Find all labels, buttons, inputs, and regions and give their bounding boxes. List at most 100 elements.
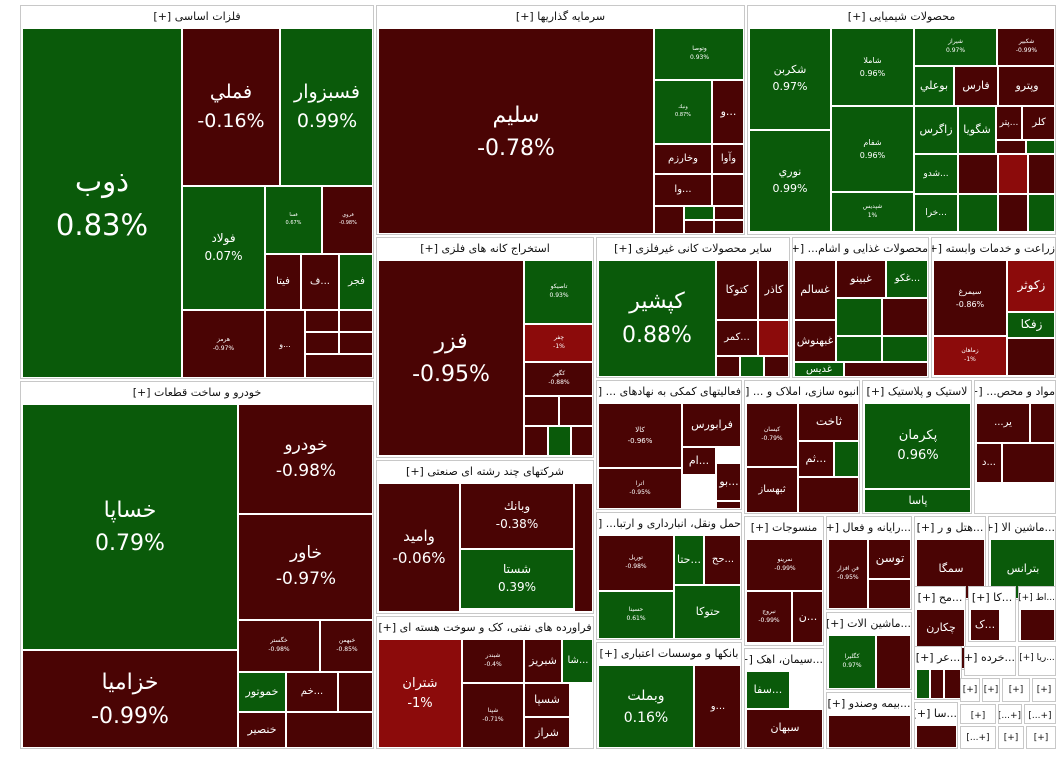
sector-header[interactable]: ...رایانه و فعال [+] (827, 521, 911, 534)
minor-stock-tile[interactable] (1028, 194, 1054, 232)
minor-stock-tile[interactable] (1007, 338, 1054, 376)
stock-tile[interactable]: و... (712, 80, 743, 144)
minor-stock-tile[interactable] (548, 426, 571, 456)
minor-stock-tile[interactable] (1002, 443, 1054, 483)
stock-tile[interactable]: كمر... (716, 320, 758, 356)
sector-header[interactable]: [+] (970, 711, 986, 721)
stock-tile[interactable]: چفر -1% (524, 324, 592, 362)
stock-tile[interactable]: كتوكا (716, 260, 758, 320)
sector-header[interactable]: [+] (983, 685, 999, 695)
sector-header[interactable]: مواد و محص... [+] (975, 385, 1055, 398)
sector-header[interactable]: [+] (1033, 733, 1049, 743)
stock-tile[interactable]: كيسان -0.79% (746, 403, 798, 467)
minor-stock-tile[interactable] (305, 332, 339, 354)
sector-header[interactable]: فلزات اساسی [+] (153, 10, 241, 23)
minor-stock-tile[interactable] (882, 336, 927, 362)
stock-tile[interactable]: كگليرا 0.97% (828, 635, 876, 688)
sector-header[interactable]: ...اط [+] (1019, 593, 1055, 603)
stock-tile[interactable]: غبهنوش (794, 320, 836, 362)
sector-header[interactable]: ...بیمه وصندو [+] (827, 697, 911, 710)
minor-stock-tile[interactable] (1026, 140, 1054, 154)
stock-tile[interactable]: واميد -0.06% (378, 483, 460, 612)
stock-tile[interactable]: شبريز (524, 639, 562, 683)
stock-tile[interactable]: توريل -0.98% (598, 535, 674, 591)
minor-stock-tile[interactable] (836, 298, 882, 336)
stock-tile[interactable]: خودرو -0.98% (238, 404, 372, 514)
minor-stock-tile[interactable] (836, 336, 882, 362)
stock-tile[interactable]: حتوكا (674, 585, 740, 638)
minor-stock-tile[interactable] (834, 441, 858, 477)
minor-stock-tile[interactable] (958, 154, 998, 194)
stock-tile[interactable]: غديس (794, 362, 844, 376)
minor-stock-tile[interactable] (654, 206, 684, 233)
sector-header[interactable]: ...ماشین الات [+] (827, 617, 911, 630)
stock-tile[interactable]: كاذر (758, 260, 788, 320)
stock-tile[interactable]: ذوب 0.83% (22, 28, 182, 377)
stock-tile[interactable]: غكو... (886, 260, 927, 298)
stock-tile[interactable]: ثاخت (798, 403, 858, 441)
stock-tile[interactable]: وپترو (998, 66, 1054, 106)
stock-tile[interactable]: خنصير (238, 712, 286, 747)
minor-stock-tile[interactable] (524, 426, 548, 456)
minor-stock-tile[interactable] (828, 715, 910, 747)
minor-stock-tile[interactable] (746, 643, 822, 644)
minor-stock-tile[interactable] (684, 206, 714, 220)
stock-tile[interactable]: خبهمن -0.85% (320, 620, 372, 672)
stock-tile[interactable]: حتا... (674, 535, 704, 585)
stock-tile[interactable]: بو... (716, 463, 740, 501)
stock-tile[interactable]: وتوصا 0.93% (654, 28, 743, 80)
stock-tile[interactable]: كلر (1022, 106, 1054, 140)
stock-tile[interactable]: كالا -0.96% (598, 403, 682, 468)
stock-tile[interactable]: وخارزم (654, 144, 712, 174)
sector-header[interactable]: ...ريا [+] (1019, 653, 1055, 663)
sector-header[interactable]: ...ماشین الا [+] (989, 521, 1055, 534)
stock-tile[interactable]: شتران -1% (378, 639, 462, 747)
minor-stock-tile[interactable] (286, 712, 372, 747)
minor-stock-tile[interactable] (844, 362, 927, 376)
stock-tile[interactable]: زفكا (1007, 312, 1054, 338)
stock-tile[interactable]: ...ير (976, 403, 1030, 443)
sector-header[interactable]: فعالیتهای کمکی به نهادهای ... [+] (597, 385, 741, 398)
sector-header[interactable]: ...خرده [+] (965, 651, 1015, 664)
stock-tile[interactable]: نمرينو -0.99% (746, 539, 822, 591)
stock-tile[interactable]: كگهر -0.88% (524, 362, 592, 396)
stock-tile[interactable]: ثبهساز (746, 467, 798, 512)
stock-tile[interactable]: شاملا 0.96% (831, 28, 914, 106)
stock-tile[interactable]: نبروج -0.99% (746, 591, 792, 643)
minor-stock-tile[interactable] (339, 310, 372, 332)
minor-stock-tile[interactable] (882, 298, 927, 336)
minor-stock-tile[interactable] (876, 635, 910, 688)
sector-header[interactable]: [+] (1036, 685, 1052, 695)
minor-stock-tile[interactable] (305, 354, 372, 377)
sector-header[interactable]: [+] (962, 685, 978, 695)
stock-tile[interactable]: سبهان (746, 709, 822, 747)
minor-stock-tile[interactable] (758, 320, 788, 356)
minor-stock-tile[interactable] (714, 206, 743, 220)
stock-tile[interactable]: فروي -0.98% (322, 186, 372, 254)
sector-header[interactable]: ...كا [+] (971, 591, 1013, 604)
stock-tile[interactable]: حح... (704, 535, 740, 585)
stock-tile[interactable]: سيمرغ -0.86% (933, 260, 1007, 336)
minor-stock-tile[interactable] (571, 426, 592, 456)
sector-header[interactable]: حمل ونقل، انبارداری و ارتبا... [+] (597, 517, 741, 530)
stock-tile[interactable]: فولاد 0.07% (182, 186, 265, 310)
stock-tile[interactable]: كپشير 0.88% (598, 260, 716, 376)
minor-stock-tile[interactable] (716, 356, 740, 376)
minor-stock-tile[interactable] (305, 310, 339, 332)
stock-tile[interactable]: خرا... (914, 194, 958, 232)
stock-tile[interactable]: شپنا -0.71% (462, 683, 524, 747)
stock-tile[interactable]: فن افزار -0.95% (828, 539, 868, 608)
stock-tile[interactable]: زماهان -1% (933, 336, 1007, 376)
sector-header[interactable]: [+] (1003, 733, 1019, 743)
stock-tile[interactable]: سفا... (746, 671, 790, 709)
minor-stock-tile[interactable] (958, 194, 998, 232)
stock-tile[interactable]: زاگرس (914, 106, 958, 154)
stock-tile[interactable]: سليم -0.78% (378, 28, 654, 233)
stock-tile[interactable]: و... (265, 310, 305, 377)
sector-header[interactable]: خودرو و ساخت قطعات [+] (132, 386, 262, 399)
stock-tile[interactable]: وا... (654, 174, 712, 206)
stock-tile[interactable]: خگستر -0.98% (238, 620, 320, 672)
stock-tile[interactable]: فجر (339, 254, 372, 310)
stock-tile[interactable]: شراز (524, 717, 570, 747)
stock-tile[interactable]: فزر -0.95% (378, 260, 524, 456)
